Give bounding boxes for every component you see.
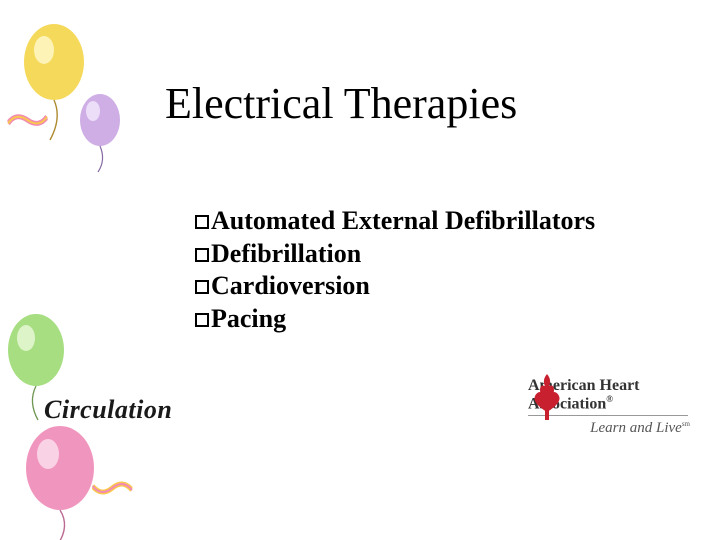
bullet-marker [195,248,209,262]
slide: Electrical Therapies Automated External … [0,0,720,540]
bullet-text: Automated External Defibrillators [211,205,595,238]
bullet-item: Automated External Defibrillators [195,205,595,238]
aha-tagline-text: Learn and Live [590,420,682,436]
sm-mark: sm [682,420,690,428]
bullet-item: Defibrillation [195,238,595,271]
balloon-purple [80,94,126,174]
circulation-logo: Circulation [44,395,172,425]
slide-title: Electrical Therapies [165,78,517,129]
bullet-text: Cardioversion [211,270,370,303]
aha-logo-block: American Heart Association® Learn and Li… [528,378,708,437]
aha-torch-icon [532,372,562,425]
bullet-item: Cardioversion [195,270,595,303]
bullet-text: Defibrillation [211,238,361,271]
bullet-marker [195,313,209,327]
registered-mark: ® [606,394,613,404]
bullet-text: Pacing [211,303,286,336]
ribbon-bottom [91,478,133,503]
bullet-marker [195,280,209,294]
bullet-item: Pacing [195,303,595,336]
bullet-list: Automated External Defibrillators Defibr… [195,205,595,335]
bullet-marker [195,215,209,229]
